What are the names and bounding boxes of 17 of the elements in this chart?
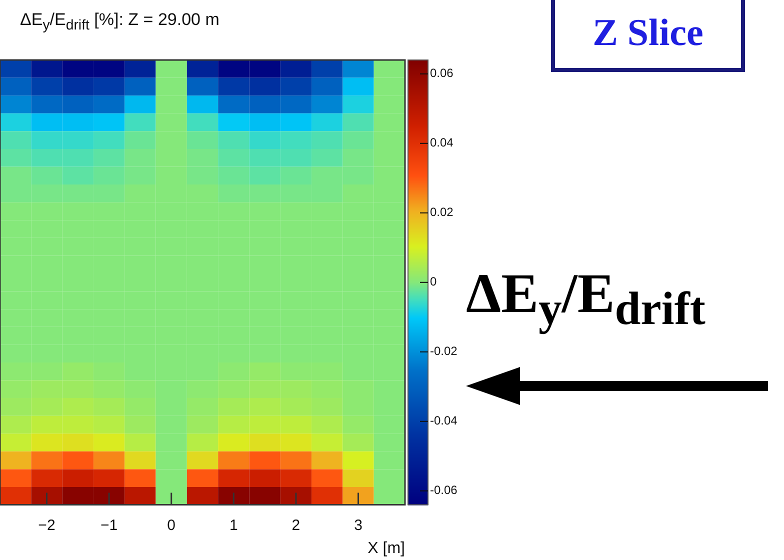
- x-tick-label: 1: [229, 516, 238, 534]
- color-bar-label: 0.04: [430, 136, 454, 150]
- color-bar-label: 0.06: [430, 66, 454, 80]
- color-bar-label: -0.06: [430, 483, 458, 498]
- x-tick-label: 0: [167, 516, 176, 534]
- color-bar-label: -0.02: [430, 344, 458, 358]
- color-bar-label: 0: [430, 274, 437, 289]
- chart-title: ΔE$_{y}$/E$_{drift}$ [%]: Z = 29.00 m: [20, 10, 220, 34]
- x-tick-label: −2: [38, 516, 56, 534]
- color-bar-label: -0.04: [430, 414, 458, 428]
- x-tick-label: 2: [292, 516, 300, 534]
- color-bar-label: 0.02: [430, 205, 454, 220]
- x-tick-label: 3: [354, 516, 362, 534]
- text: Z Slice: [551, 0, 745, 72]
- x-axis-title: X [m]: [368, 540, 405, 557]
- text: ΔE$_{y}$/E$_{drift}$: [466, 262, 706, 336]
- x-tick-label: −1: [100, 516, 118, 534]
